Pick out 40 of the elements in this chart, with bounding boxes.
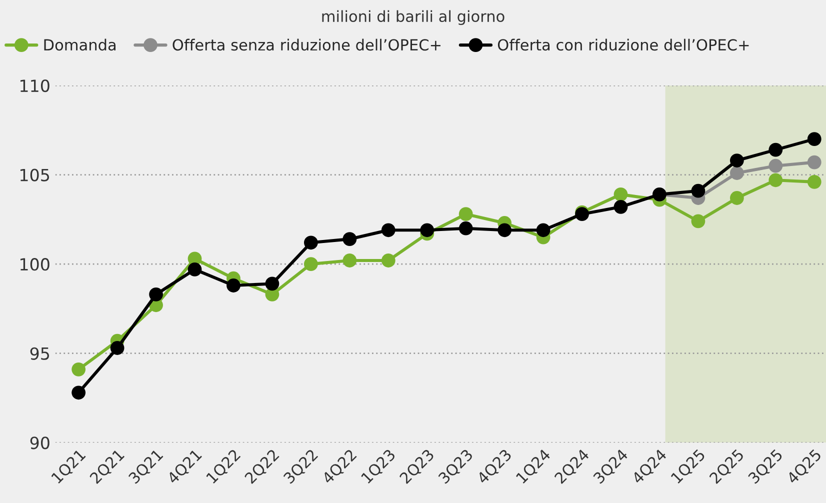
point <box>381 254 396 268</box>
point <box>342 232 357 246</box>
point <box>342 254 357 268</box>
y-tick-label: 95 <box>30 347 50 360</box>
point <box>768 173 783 188</box>
y-tick-label: 105 <box>20 168 50 182</box>
point <box>72 362 86 376</box>
point <box>691 214 706 228</box>
point <box>536 223 550 238</box>
point <box>807 155 822 170</box>
legend-label: Offerta senza riduzione dell’OPEC+ <box>172 38 440 51</box>
point <box>265 276 280 291</box>
point <box>768 142 783 157</box>
point <box>498 223 512 238</box>
chart-title: milioni di barili al giorno <box>322 10 504 25</box>
point <box>72 386 86 400</box>
point <box>188 262 202 276</box>
point <box>458 221 473 236</box>
point <box>226 278 240 292</box>
point <box>730 154 744 168</box>
point <box>304 236 318 250</box>
y-tick-label: 90 <box>30 436 50 450</box>
y-tick-label: 100 <box>20 258 50 271</box>
point <box>458 207 473 222</box>
point <box>420 223 434 238</box>
point <box>614 200 628 214</box>
point <box>807 174 822 189</box>
point <box>691 184 706 198</box>
point <box>381 223 396 238</box>
legend-label: Offerta con riduzione dell’OPEC+ <box>498 38 749 51</box>
point <box>110 341 124 355</box>
point <box>730 166 744 180</box>
y-tick-label: 110 <box>20 79 50 92</box>
point <box>807 132 822 146</box>
point <box>768 158 783 173</box>
point <box>304 257 318 272</box>
point <box>614 187 628 202</box>
point <box>730 191 744 205</box>
point <box>149 287 163 302</box>
legend-label: Domanda <box>44 38 116 51</box>
